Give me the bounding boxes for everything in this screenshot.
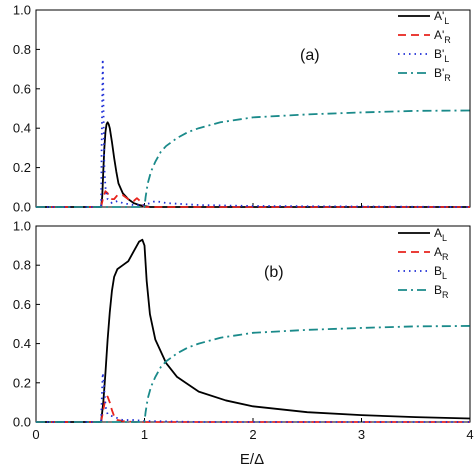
y-tick-label: 0.2 bbox=[13, 375, 31, 390]
panel-b: 0.0 0.2 0.4 0.6 0.8 1.0 0 1 2 3 4 (b) AL AR BL BR bbox=[13, 219, 474, 443]
y-tick-label: 0.0 bbox=[13, 200, 31, 215]
y-tick-label: 1.0 bbox=[13, 219, 31, 234]
y-axis-ticks: 0.0 0.2 0.4 0.6 0.8 1.0 bbox=[13, 219, 40, 430]
panel-label: (b) bbox=[264, 264, 284, 281]
legend: AL AR BL BR bbox=[398, 226, 449, 300]
panel-label: (a) bbox=[300, 47, 320, 64]
y-tick-label: 0.6 bbox=[13, 297, 31, 312]
plot-area-frame bbox=[35, 225, 471, 423]
legend-label: AL bbox=[434, 226, 447, 243]
legend-label: A'R bbox=[434, 28, 451, 45]
legend-label: B'L bbox=[434, 47, 449, 64]
legend-label: A'L bbox=[434, 9, 449, 26]
legend-label: BL bbox=[434, 264, 447, 281]
legend-label: AR bbox=[434, 245, 449, 262]
x-tick-label: 3 bbox=[358, 427, 365, 442]
series-line-b-r bbox=[36, 325, 471, 423]
y-tick-label: 0.6 bbox=[13, 81, 31, 96]
series-line-a-l bbox=[36, 238, 471, 423]
series-line-aprime-r bbox=[36, 190, 470, 208]
series-group bbox=[36, 238, 471, 423]
legend: A'L A'R B'L B'R bbox=[398, 9, 451, 83]
series-group bbox=[36, 58, 471, 208]
x-tick-label: 2 bbox=[249, 427, 256, 442]
legend-label: BR bbox=[434, 283, 449, 300]
y-tick-label: 0.2 bbox=[13, 160, 31, 175]
y-tick-label: 0.4 bbox=[13, 121, 31, 136]
y-tick-label: 0.0 bbox=[13, 415, 31, 430]
y-axis-ticks: 0.0 0.2 0.4 0.6 0.8 1.0 bbox=[13, 3, 40, 215]
y-tick-label: 0.4 bbox=[13, 336, 31, 351]
x-axis-ticks: 0 1 2 3 4 bbox=[32, 418, 474, 442]
panel-a: 0.0 0.2 0.4 0.6 0.8 1.0 (a) A'L A'R B'L B'R bbox=[13, 3, 471, 215]
x-tick-label: 0 bbox=[32, 427, 39, 442]
series-line-bprime-l bbox=[36, 58, 471, 208]
series-line-bprime-r bbox=[36, 109, 471, 208]
y-tick-label: 1.0 bbox=[13, 3, 31, 18]
x-tick-label: 4 bbox=[466, 427, 473, 442]
y-tick-label: 0.8 bbox=[13, 42, 31, 57]
x-tick-label: 1 bbox=[141, 427, 148, 442]
series-line-b-l bbox=[36, 372, 470, 423]
legend-label: B'R bbox=[434, 66, 451, 83]
y-tick-label: 0.8 bbox=[13, 258, 31, 273]
x-axis-title: E/Δ bbox=[240, 451, 264, 468]
